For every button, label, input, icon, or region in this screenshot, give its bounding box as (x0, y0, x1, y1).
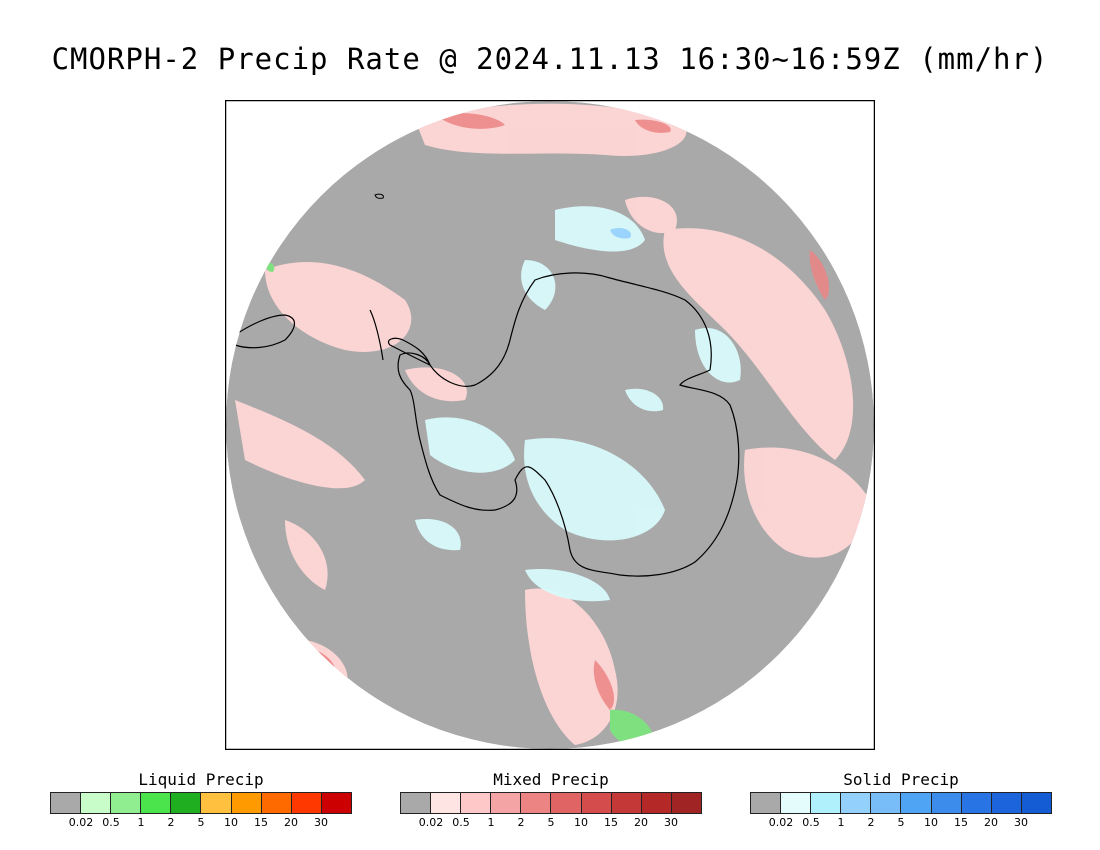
legend-liquid: Liquid Precip 0.02 0.5 1 2 5 10 15 20 30 (50, 770, 352, 830)
legend-tick-label: 1 (487, 816, 495, 829)
legend-title: Liquid Precip (138, 770, 264, 789)
legend-swatch (491, 793, 522, 813)
legend-tick-label: 2 (867, 816, 875, 829)
legend-swatch (671, 793, 701, 813)
legend-swatch (871, 793, 902, 813)
legend-swatch (991, 793, 1022, 813)
legend-tick-label: 15 (254, 816, 268, 829)
legend-tick-label: 5 (897, 816, 905, 829)
legend-tick-label: 2 (167, 816, 175, 829)
legend-swatch (811, 793, 842, 813)
map-title: CMORPH-2 Precip Rate @ 2024.11.13 16:30~… (51, 42, 1049, 76)
legend-swatch (461, 793, 492, 813)
legend-swatch (81, 793, 112, 813)
map-frame-border (225, 100, 875, 750)
legend-swatch (1021, 793, 1051, 813)
legend-tick-label: 30 (314, 816, 328, 829)
legend-title: Mixed Precip (493, 770, 609, 789)
legend-ticks: 0.02 0.5 1 2 5 10 15 20 30 (750, 814, 1052, 830)
legend-swatch (931, 793, 962, 813)
legend-swatch (521, 793, 552, 813)
legend-swatch (581, 793, 612, 813)
legend-swatch (291, 793, 322, 813)
legend-tick-label: 30 (664, 816, 678, 829)
legend-tick-label: 5 (547, 816, 555, 829)
legend-tick-label: 1 (837, 816, 845, 829)
legend-swatch (641, 793, 672, 813)
legend-tick-label: 20 (984, 816, 998, 829)
legend-mixed: Mixed Precip 0.02 0.5 1 2 5 10 15 20 30 (400, 770, 702, 830)
legend-swatch (141, 793, 172, 813)
legend-tick-label: 10 (574, 816, 588, 829)
legend-swatch (901, 793, 932, 813)
legend-swatch (431, 793, 462, 813)
legend-swatch (231, 793, 262, 813)
precip-map (225, 100, 875, 750)
legend-tick-label: 10 (224, 816, 238, 829)
legend-colorbar (400, 792, 702, 814)
solid-precip-areas (415, 206, 741, 602)
legend-tick-label: 20 (634, 816, 648, 829)
legend-tick-label: 0.5 (802, 816, 820, 829)
legend-tick-label: 15 (604, 816, 618, 829)
legend-swatch (171, 793, 202, 813)
legend-ticks: 0.02 0.5 1 2 5 10 15 20 30 (50, 814, 352, 830)
legend-swatch (201, 793, 232, 813)
legend-swatch (751, 793, 782, 813)
legend-tick-label: 0.5 (102, 816, 120, 829)
antarctic-peninsula (387, 337, 432, 367)
legend-tick-label: 0.02 (68, 816, 94, 829)
legend-swatch (401, 793, 432, 813)
legend-tick-label: 5 (197, 816, 205, 829)
solid-precip-moderate (610, 227, 631, 239)
legend-tick-label: 1 (137, 816, 145, 829)
legend-title: Solid Precip (843, 770, 959, 789)
legend-tick-label: 2 (517, 816, 525, 829)
legend-swatch (551, 793, 582, 813)
legend-solid: Solid Precip 0.02 0.5 1 2 5 10 15 20 30 (750, 770, 1052, 830)
legend-ticks: 0.02 0.5 1 2 5 10 15 20 30 (400, 814, 702, 830)
legend-swatch (321, 793, 351, 813)
legend-tick-label: 0.5 (452, 816, 470, 829)
legend-colorbar (750, 792, 1052, 814)
legend-swatch (961, 793, 992, 813)
legend-tick-label: 0.02 (768, 816, 794, 829)
legend-swatch (111, 793, 142, 813)
legend-swatch (261, 793, 292, 813)
legend-colorbar (50, 792, 352, 814)
legend-swatch (841, 793, 872, 813)
legend-swatch (611, 793, 642, 813)
legend-tick-label: 30 (1014, 816, 1028, 829)
legend-tick-label: 10 (924, 816, 938, 829)
legend-tick-label: 20 (284, 816, 298, 829)
south-america-coastline (234, 314, 295, 349)
legend-swatch (51, 793, 82, 813)
antarctica-coastline (397, 272, 740, 577)
legend-swatch (781, 793, 812, 813)
legend-tick-label: 0.02 (418, 816, 444, 829)
legend-tick-label: 15 (954, 816, 968, 829)
